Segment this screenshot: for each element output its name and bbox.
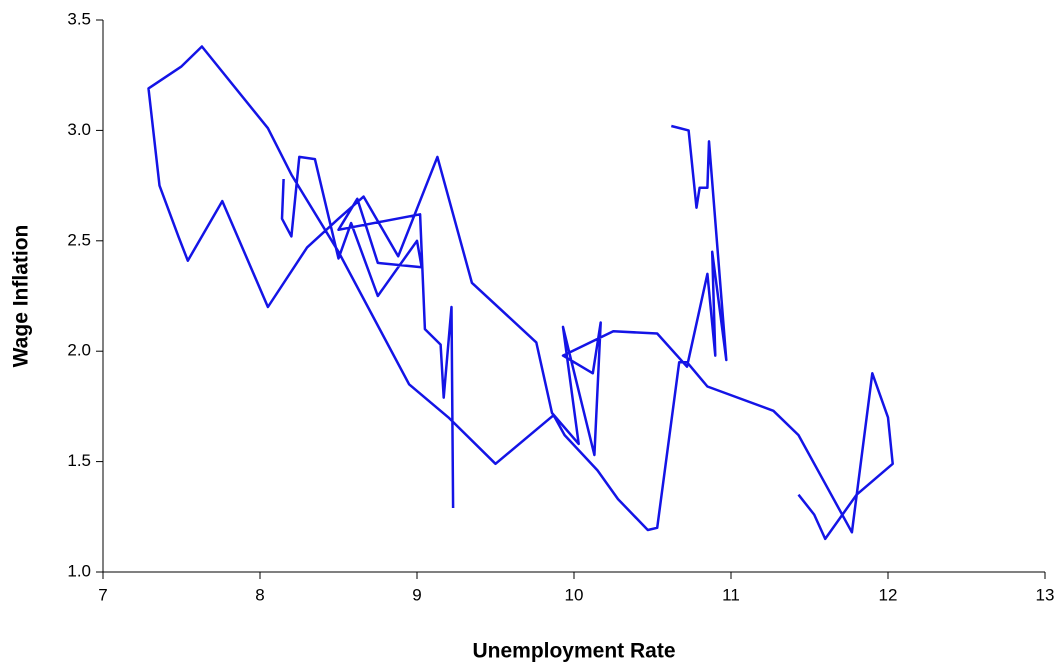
x-tick-label: 7 xyxy=(98,585,107,604)
x-axis-title: Unemployment Rate xyxy=(472,640,675,663)
x-tick-label: 9 xyxy=(412,585,421,604)
y-tick-label: 2.5 xyxy=(67,230,91,249)
data-line xyxy=(147,45,894,541)
y-axis-title: Wage Inflation xyxy=(10,225,33,368)
y-tick-label: 3.0 xyxy=(67,120,91,139)
x-tick-label: 8 xyxy=(255,585,264,604)
x-tick-label: 10 xyxy=(565,585,584,604)
x-tick-label: 11 xyxy=(722,585,740,604)
y-tick-label: 1.0 xyxy=(67,561,91,580)
x-tick-label: 12 xyxy=(879,585,898,604)
x-tick-label: 13 xyxy=(1036,585,1055,604)
y-tick-label: 3.5 xyxy=(67,9,91,28)
y-tick-label: 1.5 xyxy=(67,451,91,470)
y-tick-label: 2.0 xyxy=(67,341,91,360)
